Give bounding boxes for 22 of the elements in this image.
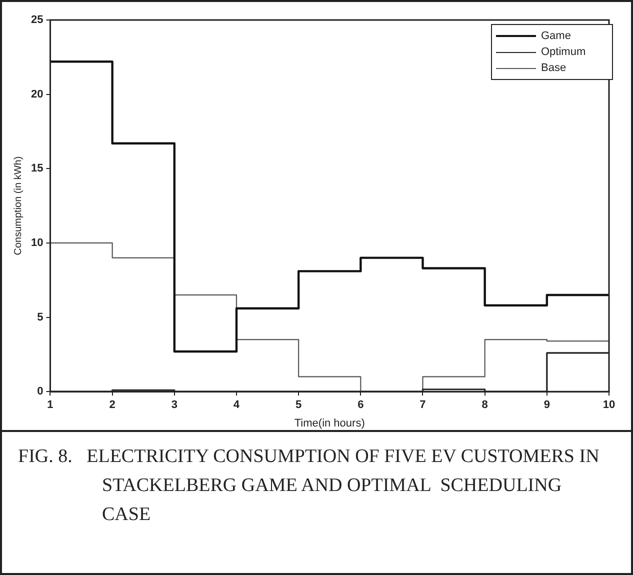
x-tick-label: 5 xyxy=(296,399,302,412)
legend-label: Game xyxy=(541,30,571,42)
x-tick-label: 4 xyxy=(233,399,240,412)
legend-label: Optimum xyxy=(541,46,586,58)
x-tick-label: 10 xyxy=(602,399,616,412)
y-axis-title: Consumption (in kWh) xyxy=(12,156,24,256)
x-tick-label: 2 xyxy=(109,399,116,412)
x-tick-label: 6 xyxy=(358,399,364,412)
x-tick-label: 3 xyxy=(171,399,178,412)
y-tick-label: 15 xyxy=(30,162,44,175)
x-tick-label: 7 xyxy=(420,399,426,412)
y-tick-label: 10 xyxy=(30,236,44,249)
y-tick-label: 5 xyxy=(37,311,44,324)
x-tick-label: 9 xyxy=(544,399,550,412)
caption: FIG. 8. ELECTRICITY CONSUMPTION OF FIVE EV CUSTOMERS IN STACKELBERG GAME AND OPTIMAL SCHEDULING CASE xyxy=(18,445,600,527)
legend-label: Base xyxy=(541,62,566,74)
y-tick-label: 20 xyxy=(30,88,44,100)
y-tick-label: 0 xyxy=(37,386,44,398)
x-tick-label: 8 xyxy=(482,399,488,412)
x-axis-title: Time(in hours) xyxy=(294,417,365,430)
y-tick-label: 25 xyxy=(30,14,44,26)
x-tick-label: 1 xyxy=(47,399,54,412)
